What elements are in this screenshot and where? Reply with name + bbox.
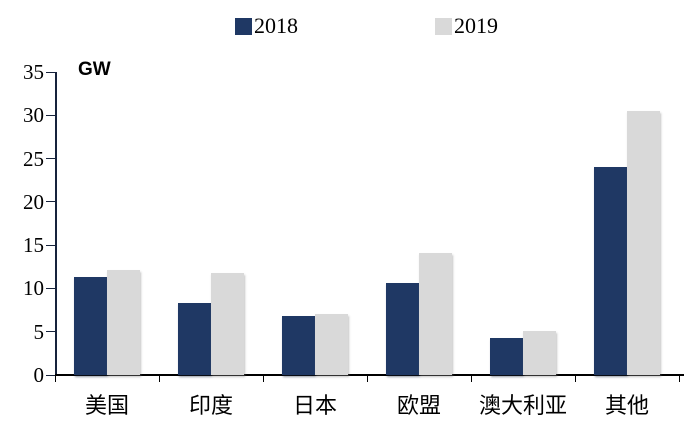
bar-2018-澳大利亚 bbox=[490, 337, 523, 375]
x-axis-tick bbox=[679, 376, 680, 382]
x-axis-tick bbox=[159, 376, 160, 382]
y-axis-unit-label: GW bbox=[78, 59, 111, 80]
category-label-印度: 印度 bbox=[188, 393, 233, 418]
y-axis-tick-label: 35 bbox=[23, 60, 44, 84]
legend-swatch-2019 bbox=[435, 17, 452, 35]
x-axis-tick bbox=[367, 376, 368, 382]
category-label-欧盟: 欧盟 bbox=[396, 393, 441, 418]
bar-2019-印度 bbox=[211, 272, 244, 375]
bar-2018-美国 bbox=[74, 277, 107, 375]
bar-2018-欧盟 bbox=[386, 283, 419, 375]
y-axis-tick bbox=[46, 114, 55, 116]
y-axis-tick-label: 20 bbox=[23, 189, 44, 214]
y-axis-tick-label: 0 bbox=[33, 363, 45, 387]
y-axis-tick-label: 10 bbox=[23, 276, 44, 301]
y-axis-tick bbox=[46, 158, 55, 160]
category-label-日本: 日本 bbox=[292, 393, 337, 418]
y-axis-tick-label: 5 bbox=[33, 319, 45, 344]
x-axis-tick bbox=[575, 376, 576, 382]
bar-2019-美国 bbox=[107, 270, 140, 375]
bar-2019-澳大利亚 bbox=[523, 330, 556, 375]
legend-item-2018: 2018 bbox=[235, 14, 298, 38]
legend-item-2019: 2019 bbox=[435, 14, 498, 38]
bar-2018-日本 bbox=[282, 316, 315, 375]
y-axis-tick-label: 25 bbox=[23, 146, 44, 171]
y-axis-tick bbox=[46, 287, 55, 289]
category-label-美国: 美国 bbox=[84, 393, 129, 418]
x-axis-line bbox=[55, 374, 684, 376]
legend-label-2019: 2019 bbox=[454, 13, 498, 38]
category-label-其他: 其他 bbox=[604, 393, 649, 418]
legend-swatch-2018 bbox=[235, 17, 252, 35]
bar-2019-其他 bbox=[627, 110, 660, 375]
y-axis-tick-label: 30 bbox=[23, 103, 44, 128]
legend: 2018 2019 bbox=[0, 14, 684, 40]
x-axis-tick bbox=[263, 376, 264, 382]
y-axis-tick bbox=[46, 374, 55, 376]
y-axis-tick-label: 15 bbox=[23, 233, 44, 258]
y-axis-tick bbox=[46, 71, 55, 73]
y-axis-tick bbox=[46, 331, 55, 333]
category-label-澳大利亚: 澳大利亚 bbox=[478, 393, 567, 418]
bar-2018-印度 bbox=[178, 303, 211, 375]
y-axis-tick bbox=[46, 244, 55, 246]
y-axis-tick bbox=[46, 201, 55, 203]
x-axis-tick bbox=[471, 376, 472, 382]
y-axis-line bbox=[55, 72, 57, 376]
bar-2019-欧盟 bbox=[419, 252, 452, 375]
x-axis-tick bbox=[55, 376, 56, 382]
bar-2018-其他 bbox=[594, 167, 627, 375]
bar-2019-日本 bbox=[315, 313, 348, 375]
legend-label-2018: 2018 bbox=[254, 13, 298, 38]
